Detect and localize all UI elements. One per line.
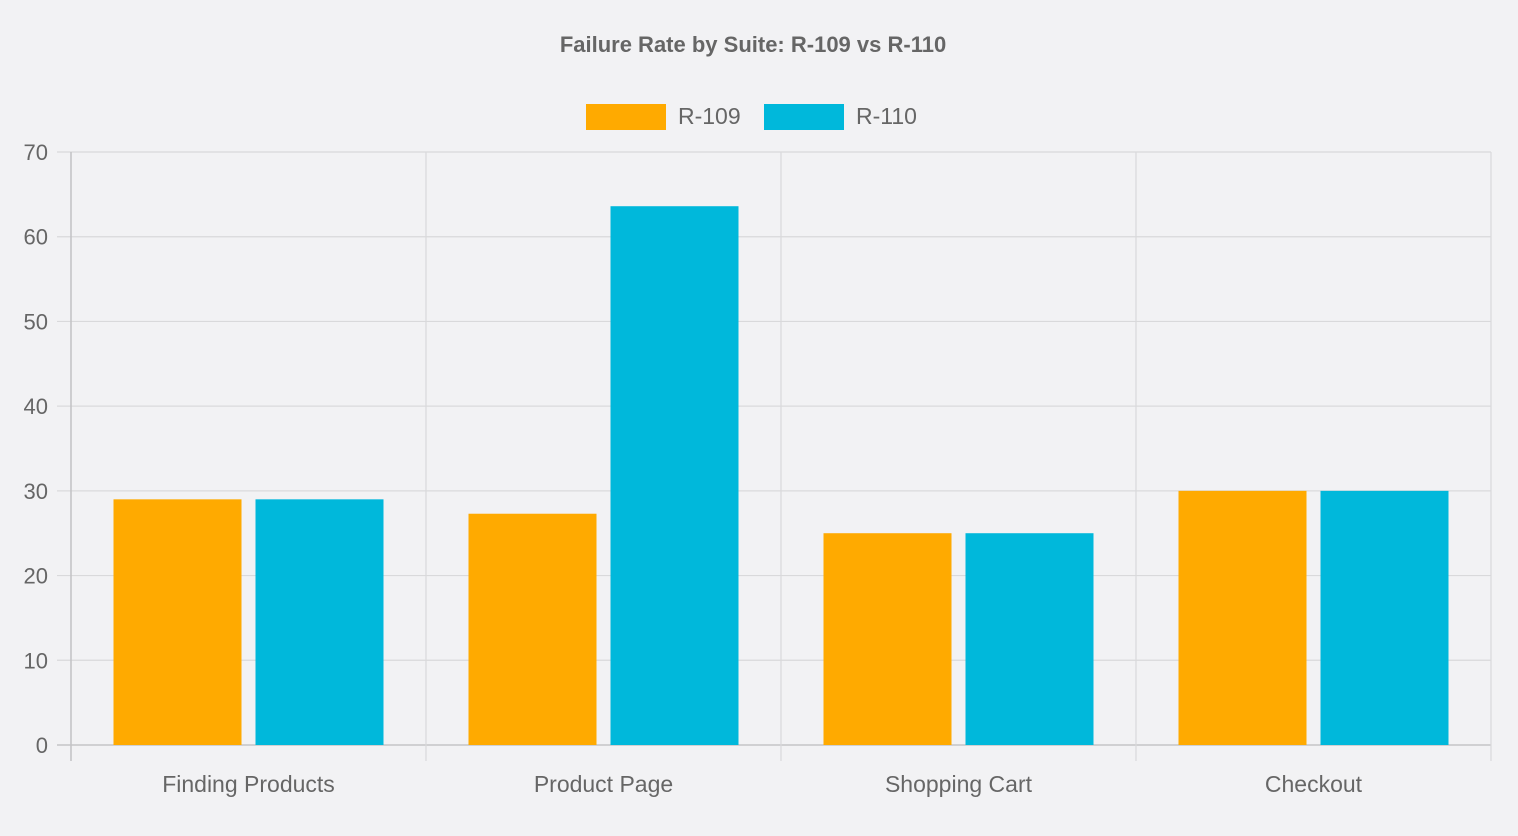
- y-tick-label: 20: [24, 564, 48, 589]
- legend-swatch-r109[interactable]: [586, 104, 666, 130]
- bar-r-110-product-page[interactable]: [610, 206, 739, 745]
- bar-r-109-product-page[interactable]: [468, 513, 597, 745]
- x-tick-label: Finding Products: [162, 771, 335, 797]
- chart-title: Failure Rate by Suite: R-109 vs R-110: [560, 32, 946, 57]
- bars: [113, 206, 1449, 745]
- y-tick-label: 40: [24, 394, 48, 419]
- x-tick-label: Shopping Cart: [885, 771, 1033, 797]
- legend-label-r109[interactable]: R-109: [678, 103, 741, 129]
- y-axis-ticks: 0 10 20 30 40 50 60 70: [24, 140, 48, 758]
- bar-r-110-checkout[interactable]: [1320, 490, 1449, 745]
- legend-swatch-r110[interactable]: [764, 104, 844, 130]
- y-tick-label: 10: [24, 648, 48, 673]
- bar-r-109-shopping-cart[interactable]: [823, 533, 952, 745]
- x-axis-ticks: Finding Products Product Page Shopping Car…: [162, 771, 1362, 797]
- x-tick-label: Checkout: [1265, 771, 1363, 797]
- y-tick-label: 30: [24, 479, 48, 504]
- bar-r-109-checkout[interactable]: [1178, 490, 1307, 745]
- bar-r-109-finding-products[interactable]: [113, 499, 242, 745]
- y-tick-label: 50: [24, 309, 48, 334]
- y-tick-label: 60: [24, 225, 48, 250]
- legend-label-r110[interactable]: R-110: [856, 103, 917, 129]
- y-tick-label: 70: [24, 140, 48, 165]
- bar-r-110-shopping-cart[interactable]: [965, 533, 1094, 745]
- x-tick-label: Product Page: [534, 771, 673, 797]
- y-tick-label: 0: [36, 733, 48, 758]
- bar-r-110-finding-products[interactable]: [255, 499, 384, 745]
- legend: R-109 R-110: [586, 103, 917, 130]
